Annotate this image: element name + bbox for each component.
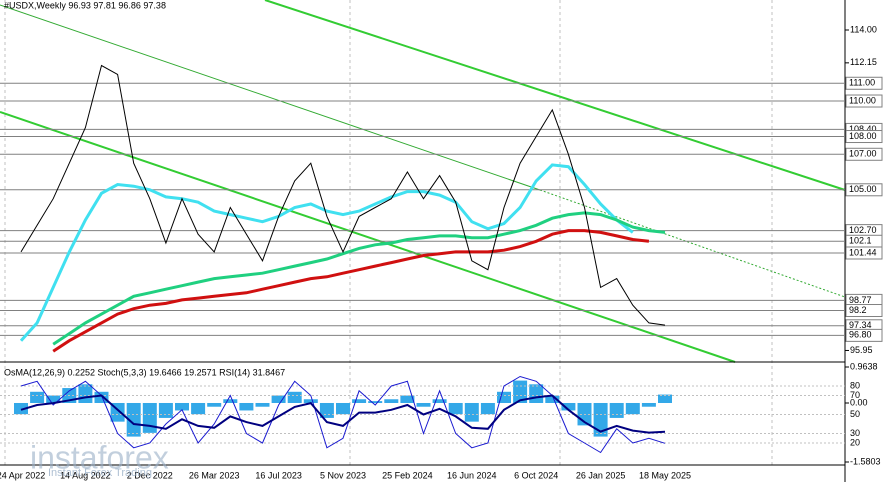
osma-bar — [432, 399, 447, 403]
level-label: 108.40 — [849, 124, 877, 134]
osma-bar — [271, 395, 286, 403]
trend-lines — [0, 0, 846, 363]
osc-tick-label: 50 — [850, 409, 860, 419]
osma-tick-label: 0.9638 — [850, 361, 878, 371]
osma-bar — [561, 402, 576, 411]
osma-bar — [368, 401, 383, 403]
level-box — [845, 183, 883, 197]
osc-tick-label: 80 — [850, 380, 860, 390]
level-box — [845, 246, 883, 260]
osma-bar — [191, 402, 206, 415]
watermark-tagline: Instant Forex Trading — [48, 467, 152, 479]
level-label: 98.77 — [849, 295, 872, 305]
level-label: 107.00 — [849, 149, 877, 159]
y-tick-label: 95.95 — [850, 345, 873, 355]
level-label: 102.70 — [849, 225, 877, 235]
osma-bar — [497, 391, 511, 403]
osma-bar — [255, 402, 270, 407]
osma-tick-label: -1.5803 — [850, 456, 881, 466]
x-tick-label: 26 Jan 2025 — [576, 470, 626, 480]
osma-bar — [78, 384, 93, 403]
osma-bar — [287, 391, 302, 403]
level-box — [845, 76, 883, 90]
osma-bar — [319, 402, 334, 418]
chart-title: #USDX,Weekly 96.93 97.81 96.86 97.38 — [4, 0, 166, 10]
osma-bar — [625, 402, 640, 415]
osma-bar — [46, 395, 61, 403]
level-box — [845, 130, 883, 144]
osma-bar — [223, 399, 238, 403]
osma-bar — [14, 402, 28, 415]
x-tick-label: 16 Jul 2023 — [255, 470, 302, 480]
level-box — [845, 304, 883, 318]
osma-bar — [207, 402, 222, 407]
osma-bar — [464, 402, 479, 422]
osma-bar — [593, 402, 608, 437]
osma-bar — [480, 402, 495, 415]
level-label: 98.2 — [849, 305, 867, 315]
series-line — [20, 375, 666, 454]
level-label: 101.44 — [849, 247, 877, 257]
osma-tick-label: 0.00 — [850, 397, 868, 407]
level-label: 96.80 — [849, 330, 872, 340]
level-label: 97.34 — [849, 320, 872, 330]
osc-tick-label: 30 — [850, 428, 860, 438]
osma-bar — [175, 402, 189, 411]
x-tick-label: 24 Apr 2022 — [0, 470, 45, 480]
series-line — [19, 163, 634, 342]
y-tick-label: 112.15 — [850, 57, 877, 67]
level-label: 110.00 — [849, 95, 876, 105]
osma-bar — [384, 399, 399, 403]
level-label: 108.00 — [849, 131, 877, 141]
osma-bar — [448, 402, 463, 415]
osma-bar — [658, 394, 672, 403]
series-line — [20, 64, 666, 326]
x-tick-label: 5 Nov 2023 — [320, 470, 366, 480]
x-tick-label: 25 Feb 2024 — [382, 470, 433, 480]
osma-bar — [545, 395, 560, 403]
osma-bar — [30, 391, 45, 403]
osma-bar — [609, 402, 624, 418]
osma-bar — [529, 384, 544, 403]
level-box — [845, 94, 883, 108]
osma-bar — [400, 395, 415, 403]
osma-bar — [352, 399, 367, 403]
x-tick-label: 18 May 2025 — [639, 470, 691, 480]
series-line — [20, 394, 666, 434]
osma-bar — [94, 391, 109, 403]
osma-bar — [158, 402, 173, 418]
osc-tick-label: 20 — [850, 437, 860, 447]
level-label: 111.00 — [849, 78, 875, 88]
osma-bar — [126, 402, 141, 437]
watermark-brand: instaforex — [30, 439, 169, 475]
x-tick-label: 16 Jun 2024 — [447, 470, 497, 480]
series-line — [52, 229, 650, 353]
osma-bar — [239, 402, 254, 411]
osc-tick-label: 70 — [850, 390, 860, 400]
x-tick-label: 26 Mar 2023 — [189, 470, 240, 480]
indicator-label: OsMA(12,26,9) 0.2252 Stoch(5,3,3) 19.646… — [4, 367, 285, 377]
x-tick-label: 14 Aug 2022 — [60, 470, 111, 480]
x-tick-label: 2 Dec 2022 — [127, 470, 173, 480]
y-tick-label: 114.00 — [850, 24, 877, 34]
osma-bar — [303, 399, 318, 403]
osma-bar — [142, 402, 157, 433]
level-label: 105.00 — [849, 184, 877, 194]
series-line — [52, 211, 666, 346]
level-box — [845, 147, 883, 161]
osma-bar — [641, 402, 656, 407]
osma-bar — [416, 402, 431, 407]
level-box — [845, 328, 883, 342]
level-label: 102.1 — [849, 236, 872, 246]
osma-bar — [336, 402, 350, 415]
x-tick-label: 6 Oct 2024 — [514, 470, 558, 480]
